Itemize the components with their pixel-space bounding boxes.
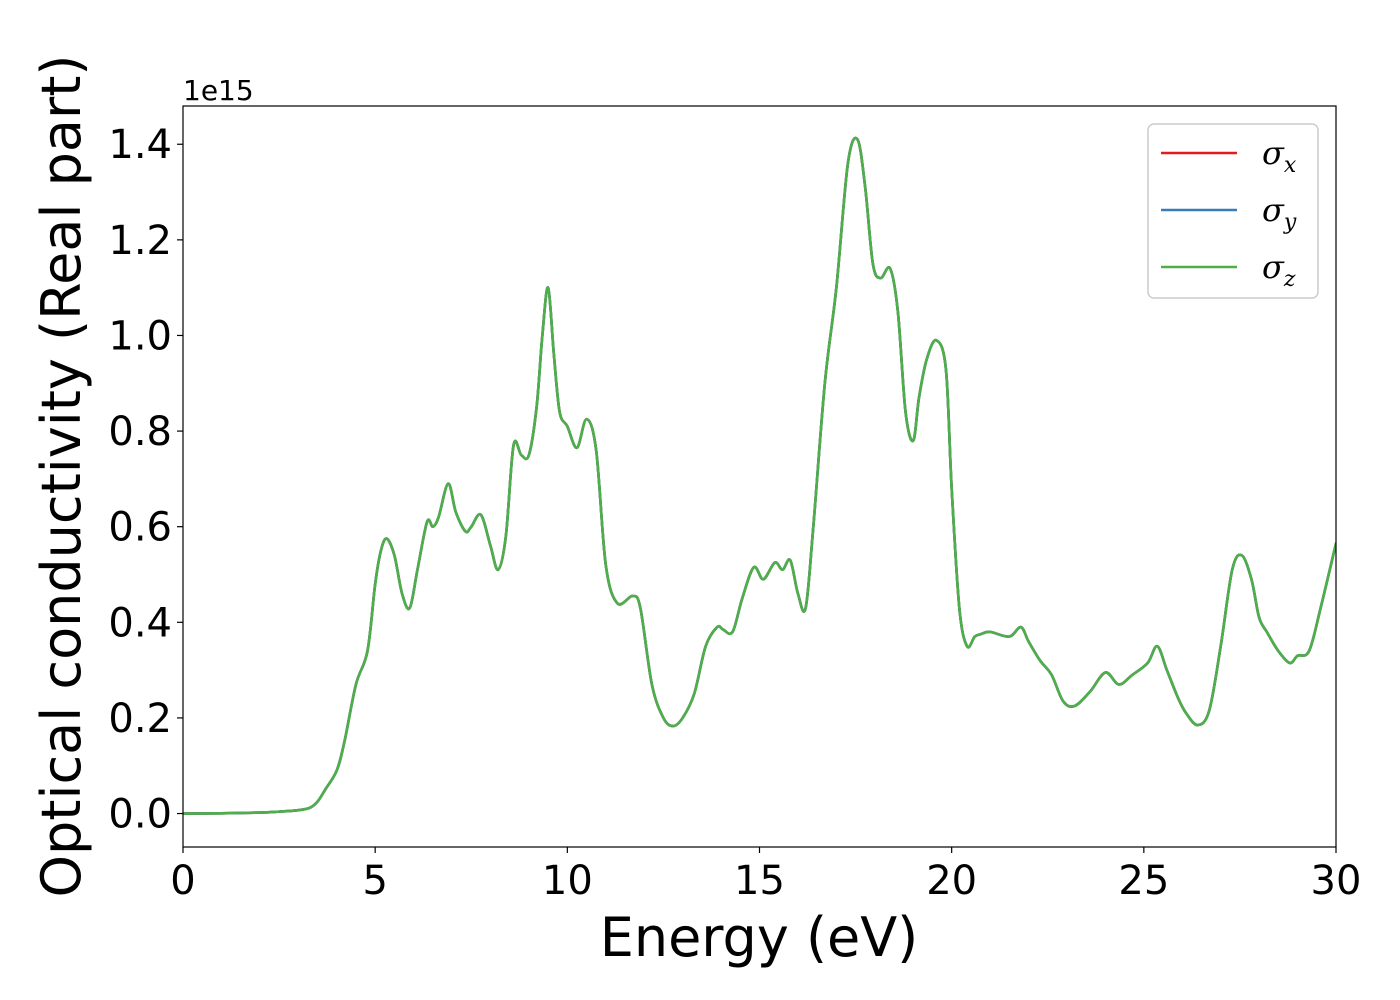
y-offset-label: 1e15 [183,74,254,107]
y-tick-label: 0.4 [108,600,172,646]
x-tick-label: 10 [542,858,593,904]
y-tick-label: 1.0 [108,313,172,359]
x-tick-label: 25 [1118,858,1169,904]
y-axis-ticks: 0.0 0.2 0.4 0.6 0.8 1.0 1.2 1.4 [108,122,183,838]
legend-label-x: σx [1262,134,1297,178]
x-axis-label: Energy (eV) [600,906,919,969]
series-layer [183,136,1336,815]
y-tick-label: 0.2 [108,696,172,742]
x-axis-ticks: 0 5 10 15 20 25 30 [170,847,1361,904]
x-tick-label: 0 [170,858,195,904]
legend-label-z: σz [1262,248,1296,292]
y-tick-label: 1.4 [108,122,172,168]
y-axis-label: Optical conductivity (Real part) [30,55,93,898]
x-tick-label: 15 [734,858,785,904]
y-tick-label: 0.6 [108,505,172,551]
legend: σx σy σz [1147,123,1319,299]
legend-label-y: σy [1262,191,1297,235]
x-tick-label: 5 [362,858,387,904]
series-line-z [183,136,1336,815]
x-tick-label: 20 [926,858,977,904]
y-tick-label: 1.2 [108,218,172,264]
y-tick-label: 0.8 [108,409,172,455]
x-tick-label: 30 [1311,858,1362,904]
y-tick-label: 0.0 [108,792,172,838]
